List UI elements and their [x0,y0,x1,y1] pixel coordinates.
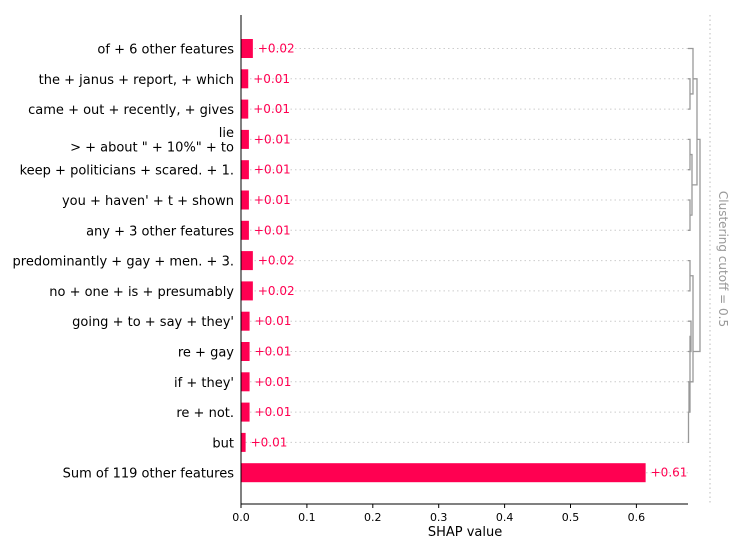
dendrogram-link [688,47,694,95]
bar [241,463,646,483]
dendrogram-link [688,138,691,171]
bar-value-label: +0.01 [255,314,292,328]
y-tick-label: > + about " + 10%" + to [70,141,234,156]
y-tick-labels: of + 6 other features the + janus + repor… [13,43,235,482]
bar [241,432,246,452]
bar-value-label: +0.01 [254,193,291,207]
y-tick-label: if + they' [174,376,234,391]
bar [241,129,249,149]
bar [241,160,249,180]
x-tick-label: 0.3 [430,511,448,524]
y-tick-label: came + out + recently, + gives [28,103,234,118]
y-tick-label: the + janus + report, + which [39,73,234,88]
bar-value-label: +0.02 [258,42,295,56]
x-ticks: 0.0 0.1 0.2 0.3 0.4 0.5 0.6 [232,504,645,524]
bar [241,402,250,422]
y-tick-label: going + to + say + they' [72,315,234,330]
y-tick-label: but [212,436,234,451]
bar [241,69,249,89]
x-tick-label: 0.1 [298,511,316,524]
bar-value-label: +0.01 [253,102,290,116]
dendrogram-link [688,199,691,231]
x-tick-label: 0.6 [628,511,646,524]
y-tick-label: lie [219,126,234,141]
dendrogram-link [693,138,701,353]
dendrogram-link [689,335,691,413]
y-tick-label: predominantly + gay + men. + 3. [13,255,234,270]
y-tick-label: you + haven' + t + shown [62,194,234,209]
x-axis-label: SHAP value [428,525,502,540]
bar [241,342,250,361]
bar-value-label: +0.02 [258,284,295,298]
bars: +0.02 +0.01 +0.01 +0.01 +0.01 +0.01 +0.01 +0.02… [241,39,688,483]
dendrogram-link [690,275,694,383]
bar-value-label: +0.01 [253,72,290,86]
clustering-dendrogram [687,47,701,444]
bar [241,372,250,392]
dendrogram-link [688,78,691,110]
bar [241,99,249,119]
bar-value-label: +0.01 [255,345,292,359]
bar [241,251,253,271]
bar [241,220,249,240]
y-tick-label: re + not. [176,406,234,421]
bar [241,281,253,301]
y-tick-label: of + 6 other features [97,43,234,58]
bar-value-label: +0.01 [255,405,292,419]
y-tick-label: Sum of 119 other features [63,467,235,482]
dendrogram-link [688,259,691,292]
clustering-cutoff-label: Clustering cutoff = 0.5 [716,191,730,327]
bar-value-label: +0.01 [254,163,291,177]
bar-value-label: +0.01 [251,435,288,449]
dendrogram-link [688,381,690,413]
bar-value-label: +0.01 [254,132,291,146]
bar-value-label: +0.01 [254,223,291,237]
bar-value-label: +0.02 [258,254,295,268]
bar [241,39,253,58]
bar-value-label: +0.61 [651,466,688,480]
dendrogram-link [687,411,690,444]
x-tick-label: 0.4 [496,511,514,524]
bar [241,190,249,210]
bar-value-label: +0.01 [255,375,292,389]
dendrogram-link [692,78,698,186]
y-tick-label: any + 3 other features [86,224,234,239]
y-tick-label: no + one + is + presumably [49,285,234,300]
y-tick-label: keep + politicians + scared. + 1. [20,164,234,179]
x-tick-label: 0.0 [232,511,250,524]
grid-lines [241,48,688,474]
bar [241,311,250,331]
y-tick-label: re + gay [178,346,234,361]
x-tick-label: 0.5 [562,511,580,524]
x-tick-label: 0.2 [364,511,382,524]
